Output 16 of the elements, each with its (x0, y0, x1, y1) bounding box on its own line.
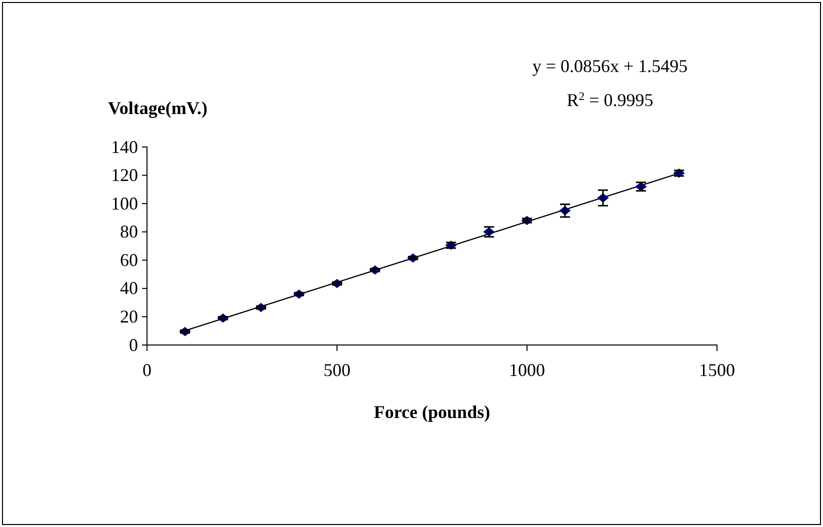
x-tick-label: 1000 (509, 360, 545, 380)
x-tick-label: 1500 (699, 360, 735, 380)
y-tick-label: 140 (111, 136, 138, 157)
text: y = 0.0856x + 1.5495 (532, 56, 688, 76)
y-tick-label: 0 (129, 334, 138, 355)
x-tick-label: 0 (142, 360, 152, 380)
y-tick-label: 120 (111, 165, 138, 186)
x-axis-title: Force (pounds) (374, 402, 490, 422)
x-tick-label: 500 (324, 360, 350, 380)
y-tick-label: 60 (120, 250, 138, 270)
y-axis-title: Voltage(mV.) (108, 98, 208, 118)
y-tick-label: 100 (111, 193, 138, 214)
y-tick-label: 80 (120, 222, 138, 242)
y-tick-label: 20 (120, 306, 138, 326)
y-tick-label: 40 (120, 278, 138, 298)
text: R$^{2}$ = 0.9995 (566, 90, 654, 110)
